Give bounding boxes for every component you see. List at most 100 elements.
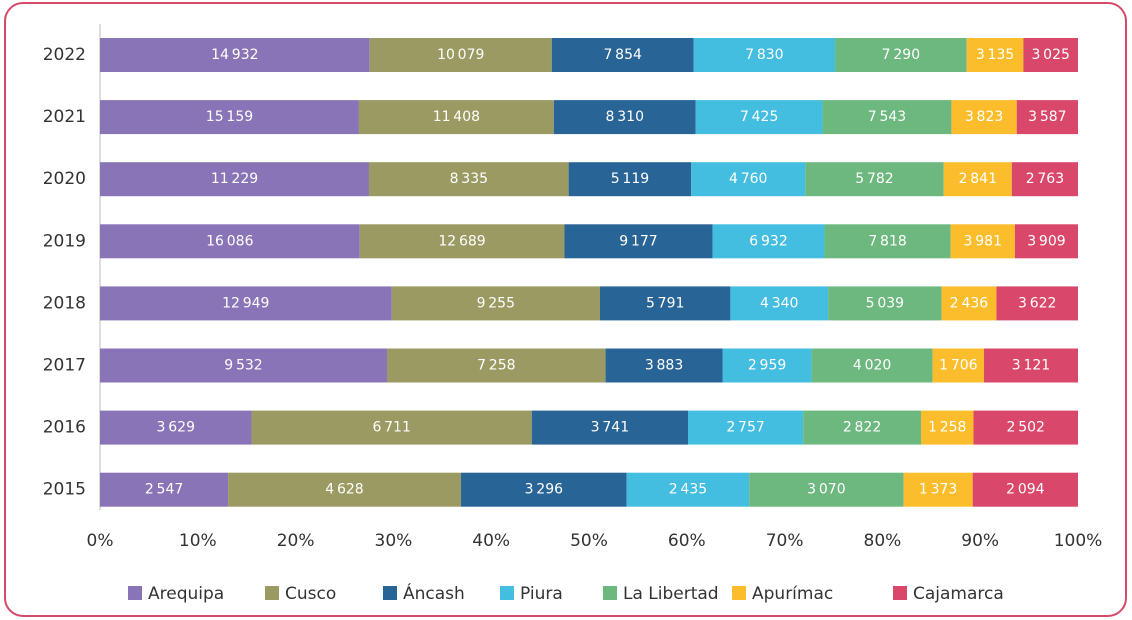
legend-label: La Libertad xyxy=(623,584,719,604)
data-label: 3 622 xyxy=(1018,295,1056,311)
data-label: 3 823 xyxy=(965,109,1003,125)
data-label: 4 020 xyxy=(853,358,891,374)
data-label: 9 177 xyxy=(619,233,657,249)
data-label: 11 408 xyxy=(433,109,480,125)
data-label: 3 296 xyxy=(525,482,564,498)
bar-segment xyxy=(100,410,252,445)
bar-segment xyxy=(1016,100,1078,135)
data-label: 7 425 xyxy=(740,109,778,125)
bar-segment xyxy=(712,224,825,259)
data-label: 3 909 xyxy=(1027,233,1065,249)
x-tick-label: 20% xyxy=(277,531,315,551)
bar-segment xyxy=(599,286,731,321)
y-tick-label: 2021 xyxy=(43,107,86,127)
data-label: 4 340 xyxy=(760,295,798,311)
bar-segment xyxy=(824,224,951,259)
bar-segment xyxy=(803,410,921,445)
data-label: 3 883 xyxy=(645,358,683,374)
legend-swatch xyxy=(128,586,142,600)
bar-segment xyxy=(626,472,750,507)
bar-segment xyxy=(100,224,360,259)
x-tick-label: 100% xyxy=(1054,531,1103,551)
data-label: 9 255 xyxy=(477,295,515,311)
bar-segment xyxy=(828,286,942,321)
legend-swatch xyxy=(383,586,397,600)
x-tick-label: 80% xyxy=(864,531,902,551)
bar-segment xyxy=(950,224,1015,259)
bar-segment xyxy=(1023,38,1078,72)
bar-segment xyxy=(551,38,694,72)
bar-segment xyxy=(564,224,713,259)
data-label: 8 310 xyxy=(606,109,644,125)
y-tick-label: 2018 xyxy=(43,293,86,313)
bar-segment xyxy=(387,348,606,383)
bar-segment xyxy=(368,162,569,197)
bar-segment xyxy=(972,472,1078,507)
data-label: 2 757 xyxy=(726,420,764,436)
bar-segment xyxy=(951,100,1017,135)
legend-label: Áncash xyxy=(403,582,465,604)
data-label: 7 543 xyxy=(868,109,906,125)
bar-segment xyxy=(966,38,1024,72)
x-tick-label: 70% xyxy=(766,531,804,551)
bar-segment xyxy=(811,348,933,383)
data-label: 12 949 xyxy=(222,295,269,311)
data-label: 8 335 xyxy=(450,171,488,187)
data-label: 10 079 xyxy=(437,47,484,63)
y-tick-label: 2016 xyxy=(43,418,86,438)
bar-segment xyxy=(391,286,600,321)
bar-segment xyxy=(568,162,692,197)
x-tick-label: 60% xyxy=(668,531,706,551)
legend-swatch xyxy=(265,586,279,600)
bar-segment xyxy=(359,224,565,259)
data-label: 3 587 xyxy=(1028,109,1066,125)
data-label: 3 981 xyxy=(964,233,1002,249)
x-tick-label: 50% xyxy=(570,531,608,551)
data-label: 5 119 xyxy=(611,171,649,187)
data-label: 1 706 xyxy=(939,358,978,374)
data-label: 6 711 xyxy=(372,420,410,436)
data-label: 3 135 xyxy=(976,47,1014,63)
data-label: 6 932 xyxy=(749,233,787,249)
bar-segment xyxy=(693,38,836,72)
data-label: 7 854 xyxy=(603,47,642,63)
legend-label: Apurímac xyxy=(752,584,833,604)
data-label: 3 121 xyxy=(1012,358,1050,374)
bar-segment xyxy=(1014,224,1078,259)
legend-label: Arequipa xyxy=(148,584,224,604)
data-label: 2 436 xyxy=(950,295,989,311)
data-label: 2 763 xyxy=(1026,171,1064,187)
x-tick-label: 0% xyxy=(87,531,114,551)
bar-segment xyxy=(822,100,952,135)
y-tick-label: 2019 xyxy=(43,231,86,251)
data-label: 2 959 xyxy=(748,358,786,374)
bar-segment xyxy=(605,348,723,383)
data-label: 3 741 xyxy=(591,420,629,436)
y-tick-label: 2015 xyxy=(43,480,86,500)
bar-segment xyxy=(973,410,1078,445)
data-label: 16 086 xyxy=(206,233,253,249)
bar-segment xyxy=(695,100,823,135)
data-label: 2 822 xyxy=(843,420,881,436)
data-label: 7 290 xyxy=(882,47,920,63)
data-label: 2 435 xyxy=(669,482,707,498)
bar-segment xyxy=(100,100,359,135)
bar-segment xyxy=(749,472,904,507)
bar-segment xyxy=(943,162,1012,197)
data-label: 4 628 xyxy=(325,482,363,498)
data-label: 15 159 xyxy=(206,109,253,125)
legend-swatch xyxy=(893,586,907,600)
bar-segment xyxy=(920,410,974,445)
data-label: 5 039 xyxy=(866,295,904,311)
bar-segment xyxy=(932,348,985,383)
legend-label: Cusco xyxy=(285,584,336,604)
legend-swatch xyxy=(732,586,746,600)
data-label: 5 782 xyxy=(855,171,893,187)
y-tick-label: 2020 xyxy=(43,169,86,189)
data-label: 2 841 xyxy=(959,171,997,187)
y-tick-label: 2022 xyxy=(43,45,86,65)
bar-segment xyxy=(100,38,370,72)
bar-segment xyxy=(688,410,804,445)
bar-segment xyxy=(722,348,812,383)
x-tick-label: 10% xyxy=(179,531,217,551)
